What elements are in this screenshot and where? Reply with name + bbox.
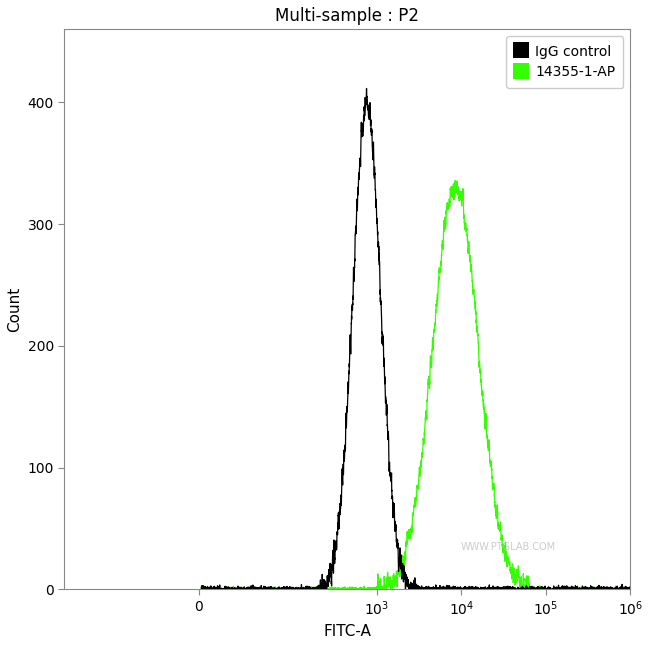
Legend: IgG control, 14355-1-AP: IgG control, 14355-1-AP [506,36,623,88]
Text: WWW.PTGLAB.COM: WWW.PTGLAB.COM [461,542,556,552]
Title: Multi-sample : P2: Multi-sample : P2 [276,7,419,25]
X-axis label: FITC-A: FITC-A [324,624,371,639]
Y-axis label: Count: Count [7,287,22,332]
